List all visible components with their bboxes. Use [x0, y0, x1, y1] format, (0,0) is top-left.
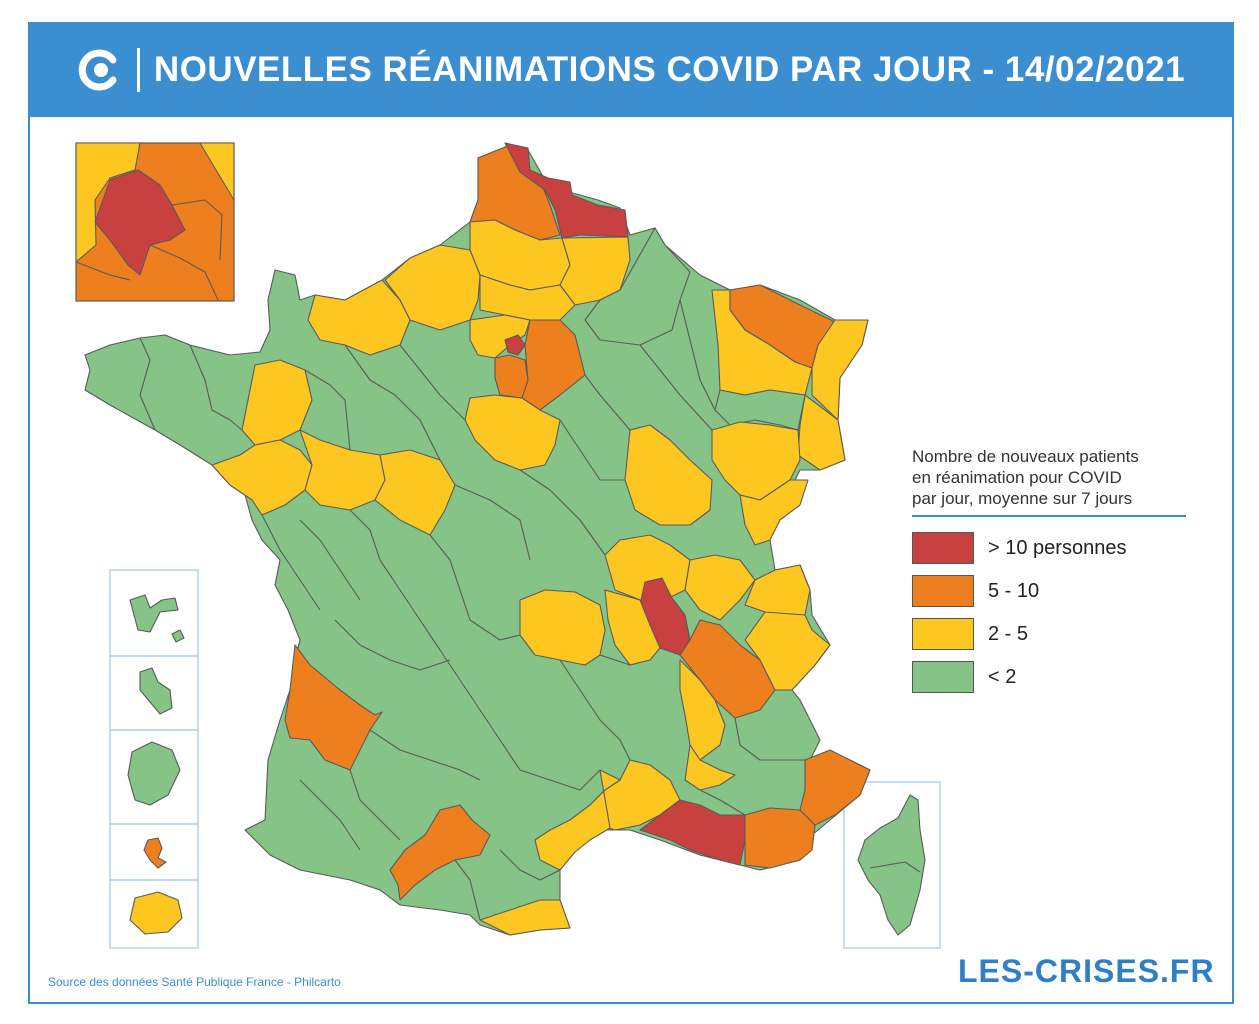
- legend-label: 5 - 10: [988, 579, 1040, 602]
- header-bar: NOUVELLES RÉANIMATIONS COVID PAR JOUR - …: [28, 22, 1234, 117]
- legend-label: < 2: [988, 665, 1017, 688]
- paris-inset: [75, 142, 235, 302]
- legend-title-line: en réanimation pour COVID: [912, 468, 1122, 487]
- legend-item-green: < 2: [912, 656, 1192, 698]
- legend-title-line: Nombre de nouveaux patients: [912, 447, 1139, 466]
- legend-title-line: par jour, moyenne sur 7 jours: [912, 489, 1133, 508]
- legend-swatch-yellow: [912, 618, 974, 650]
- source-note: Source des données Santé Publique France…: [48, 975, 341, 989]
- legend-item-yellow: 2 - 5: [912, 613, 1192, 655]
- legend-label: > 10 personnes: [988, 536, 1127, 559]
- legend-swatch-red: [912, 532, 974, 564]
- legend: Nombre de nouveaux patients en réanimati…: [912, 446, 1192, 698]
- legend-title: Nombre de nouveaux patients en réanimati…: [912, 446, 1186, 517]
- brand-logo: LES-CRISES.FR: [958, 953, 1215, 989]
- overseas-insets: [109, 569, 199, 949]
- legend-label: 2 - 5: [988, 622, 1029, 645]
- corsica-inset: [843, 781, 941, 949]
- legend-swatch-green: [912, 661, 974, 693]
- header-separator: [136, 47, 140, 92]
- page-title: NOUVELLES RÉANIMATIONS COVID PAR JOUR - …: [153, 49, 1186, 89]
- legend-item-orange: 5 - 10: [912, 570, 1192, 612]
- legend-item-red: > 10 personnes: [912, 527, 1192, 569]
- legend-swatch-orange: [912, 575, 974, 607]
- les-crises-logo-icon: [78, 49, 117, 90]
